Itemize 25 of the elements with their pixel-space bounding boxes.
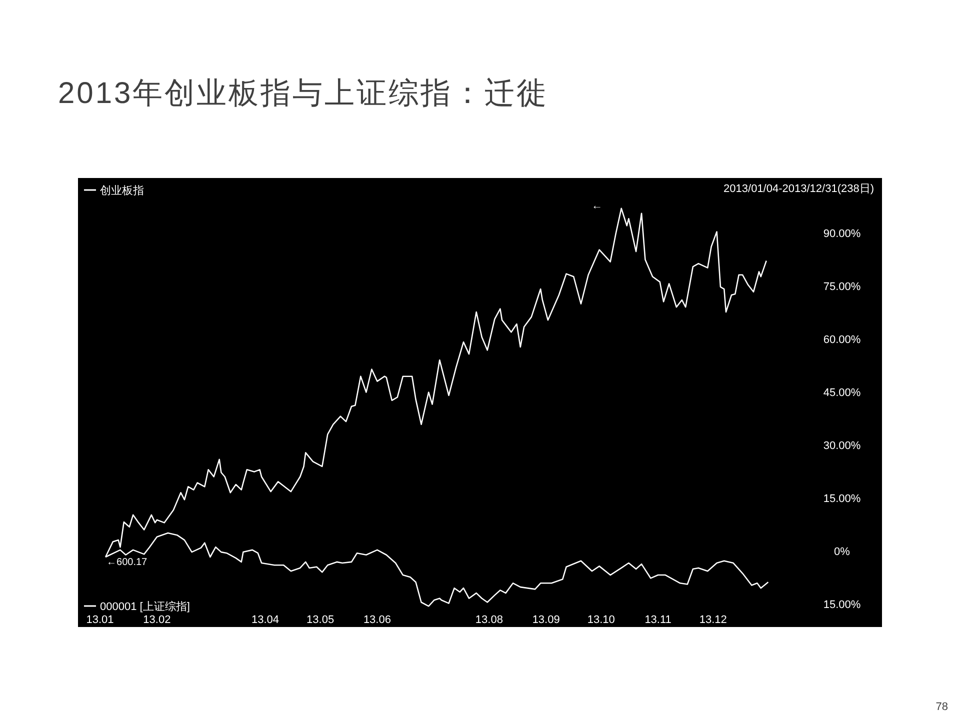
x-tick-label: 13.10 bbox=[587, 614, 615, 626]
x-tick-label: 13.01 bbox=[86, 614, 114, 626]
y-tick-label: 30.00% bbox=[823, 440, 861, 452]
legend-label: 创业板指 bbox=[100, 184, 144, 197]
legend-label: 000001 [上证综指] bbox=[100, 600, 190, 613]
x-tick-label: 13.08 bbox=[475, 614, 503, 626]
y-tick-label: 15.00% bbox=[823, 599, 861, 612]
text: 78 bbox=[936, 701, 948, 713]
y-tick-label: 75.00% bbox=[823, 280, 861, 293]
x-tick-label: 13.02 bbox=[143, 614, 171, 626]
annotation: ←600.17 bbox=[106, 557, 148, 568]
x-tick-label: 13.04 bbox=[251, 614, 279, 626]
annotation: 2013/01/04-2013/12/31(238日) bbox=[724, 183, 874, 195]
y-tick-label: 90.00% bbox=[823, 228, 861, 240]
y-tick-label: 60.00% bbox=[823, 334, 861, 346]
x-tick-label: 13.12 bbox=[699, 614, 727, 626]
x-tick-label: 13.05 bbox=[306, 614, 334, 626]
y-tick-label: 15.00% bbox=[823, 492, 861, 505]
y-tick-label: 45.00% bbox=[823, 386, 861, 399]
chart-title: 2013年创业板指与上证综指：迁徙 bbox=[58, 77, 549, 110]
annotation: ← bbox=[592, 200, 602, 212]
x-tick-label: 13.06 bbox=[363, 614, 391, 626]
y-tick-label: 0% bbox=[834, 546, 850, 558]
x-tick-label: 13.09 bbox=[532, 614, 560, 626]
x-tick-label: 13.11 bbox=[644, 614, 672, 626]
